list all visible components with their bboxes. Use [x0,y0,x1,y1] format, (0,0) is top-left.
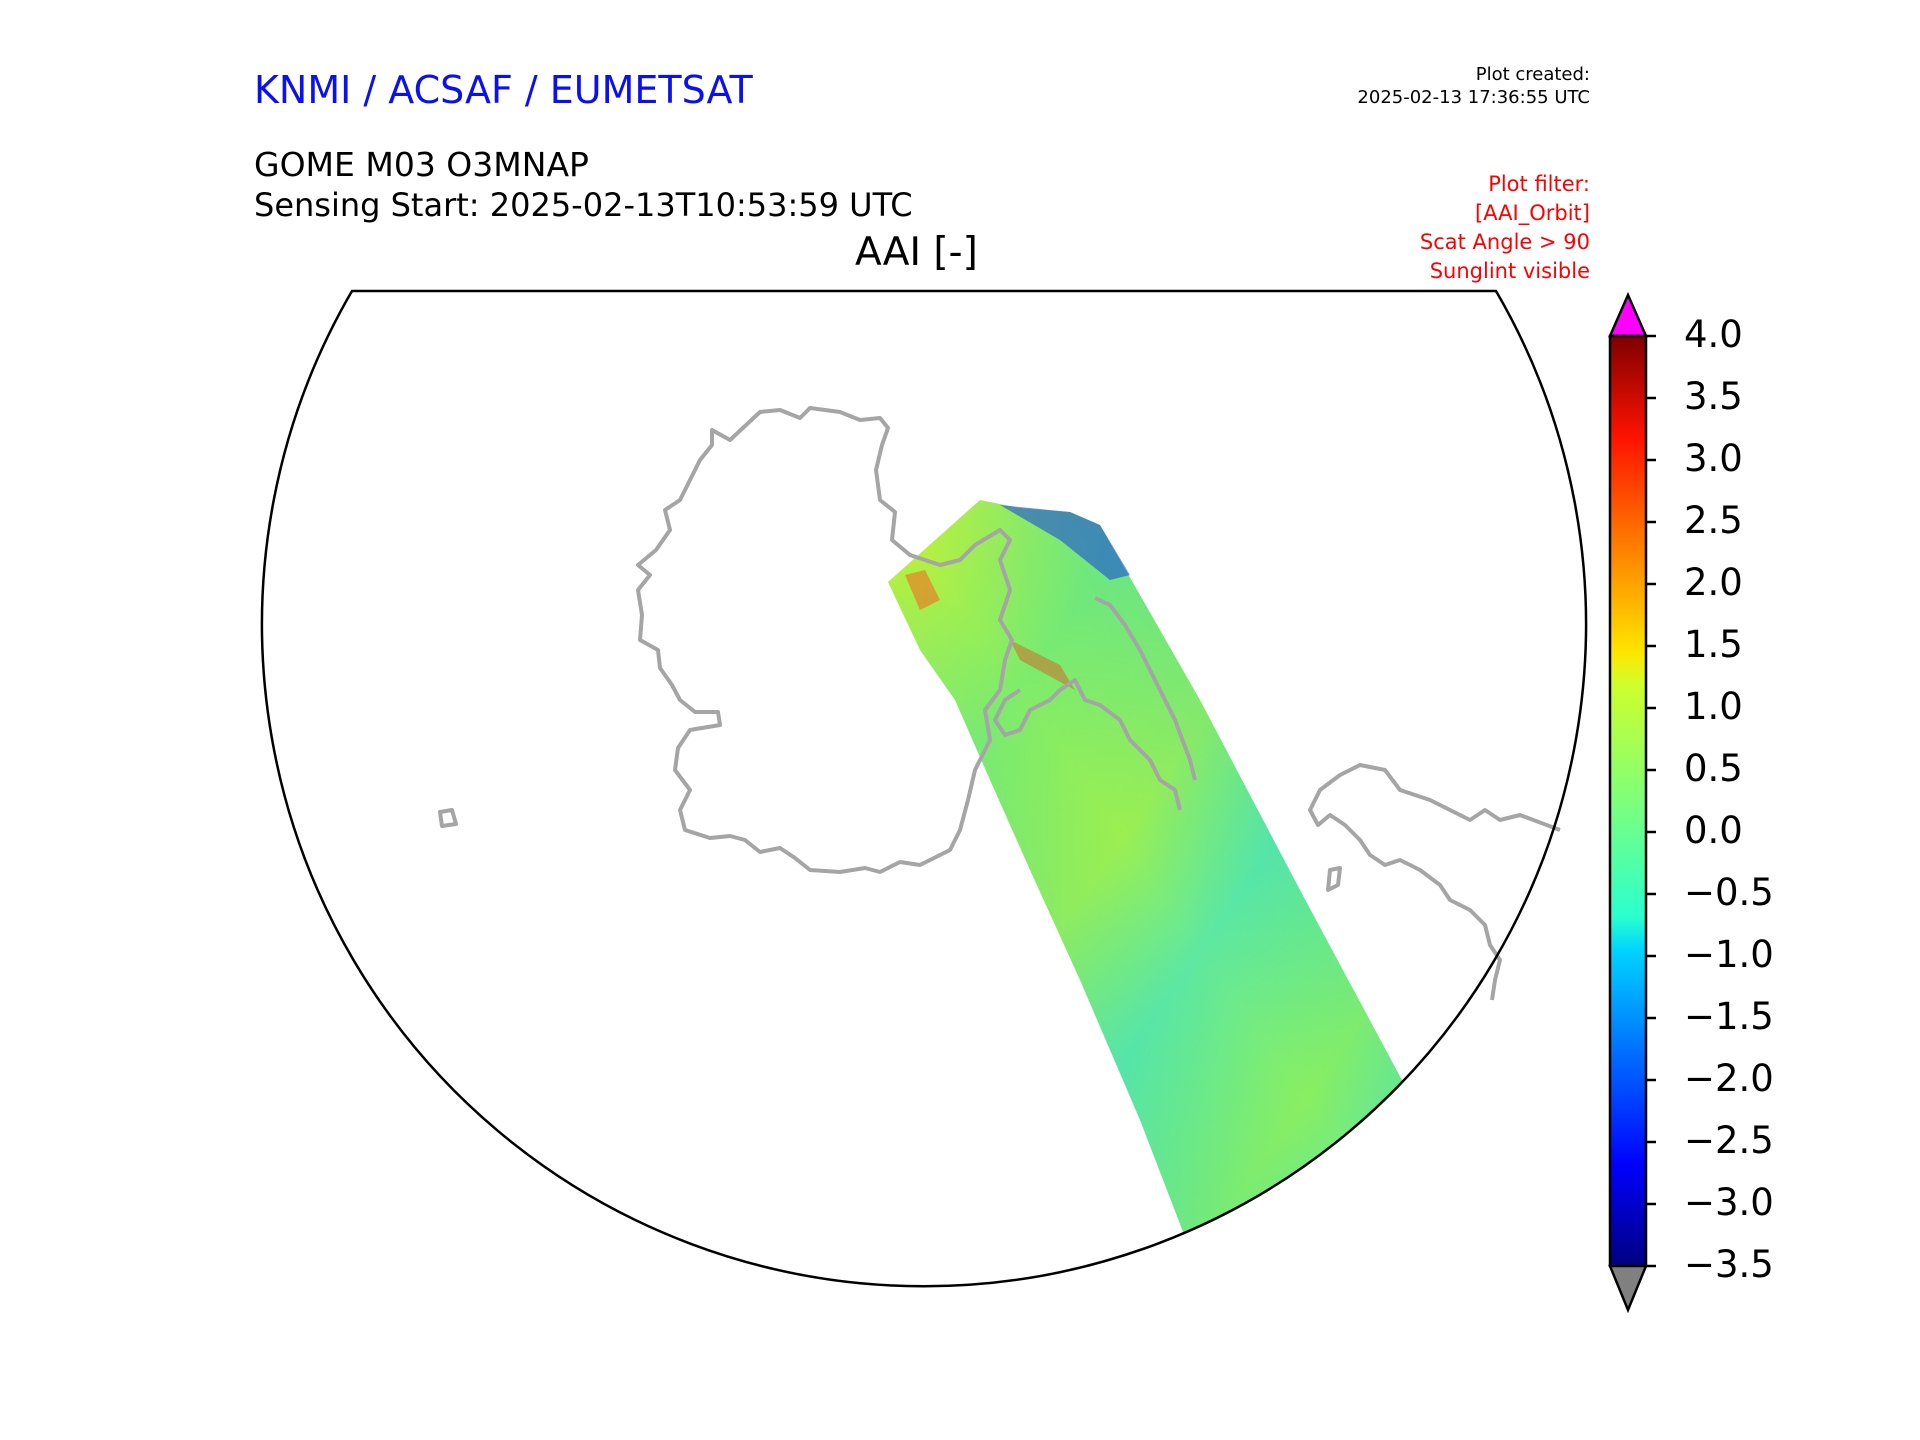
sensing-start: Sensing Start: 2025-02-13T10:53:59 UTC [254,186,913,224]
colorbar [1608,291,1656,1314]
colorbar-tick-label: −3.0 [1684,1181,1774,1224]
colorbar-tick-label: 3.5 [1684,375,1743,418]
satellite-swath-overlay [888,500,1410,1250]
island-coastline [438,808,458,828]
peninsula-coastline [1094,596,1197,781]
colorbar-tick-label: 1.5 [1684,623,1743,666]
plot-created-info: Plot created: 2025-02-13 17:36:55 UTC [1357,63,1590,109]
colorbar-over-triangle [1608,291,1648,338]
swath-high-streak [1010,640,1075,690]
plot-filter: Plot filter: [AAI_Orbit] Scat Angle > 90… [1420,170,1590,286]
brand-title: KNMI / ACSAF / EUMETSAT [254,68,753,112]
parameter-title: AAI [-] [855,230,978,275]
filter-line: [AAI_Orbit] [1475,201,1590,225]
colorbar-tick-label: 0.0 [1684,809,1743,852]
plot-created-time: 2025-02-13 17:36:55 UTC [1357,87,1590,108]
island-coastline [1326,866,1342,892]
colorbar-gradient [1608,334,1648,1268]
colorbar-tick-label: −2.0 [1684,1057,1774,1100]
filter-line: Scat Angle > 90 [1419,230,1590,254]
antarctica-coastline [636,406,1014,874]
colorbar-tick-label: −3.5 [1684,1243,1774,1286]
peninsula-coastline [993,678,1182,811]
plot-created-label: Plot created: [1475,64,1590,85]
colorbar-tick-label: 4.0 [1684,313,1743,356]
map-boundary [260,289,1588,1288]
colorbar-tick-label: −1.0 [1684,933,1774,976]
filter-line: Sunglint visible [1429,259,1590,283]
colorbar-tick-label: 2.5 [1684,499,1743,542]
swath-low-values [1000,505,1130,580]
product-title: GOME M03 O3MNAP [254,145,589,184]
colorbar-tick-label: 3.0 [1684,437,1743,480]
south-america-coastline [1308,763,1561,1001]
colorbar-tick-label: 2.0 [1684,561,1743,604]
filter-line: Plot filter: [1488,172,1590,196]
colorbar-tick-label: 0.5 [1684,747,1743,790]
colorbar-under-triangle [1608,1264,1648,1314]
colorbar-tick-label: 1.0 [1684,685,1743,728]
colorbar-tick-label: −0.5 [1684,871,1774,914]
colorbar-tick-label: −2.5 [1684,1119,1774,1162]
colorbar-tick-label: −1.5 [1684,995,1774,1038]
swath-high-values [905,570,940,610]
